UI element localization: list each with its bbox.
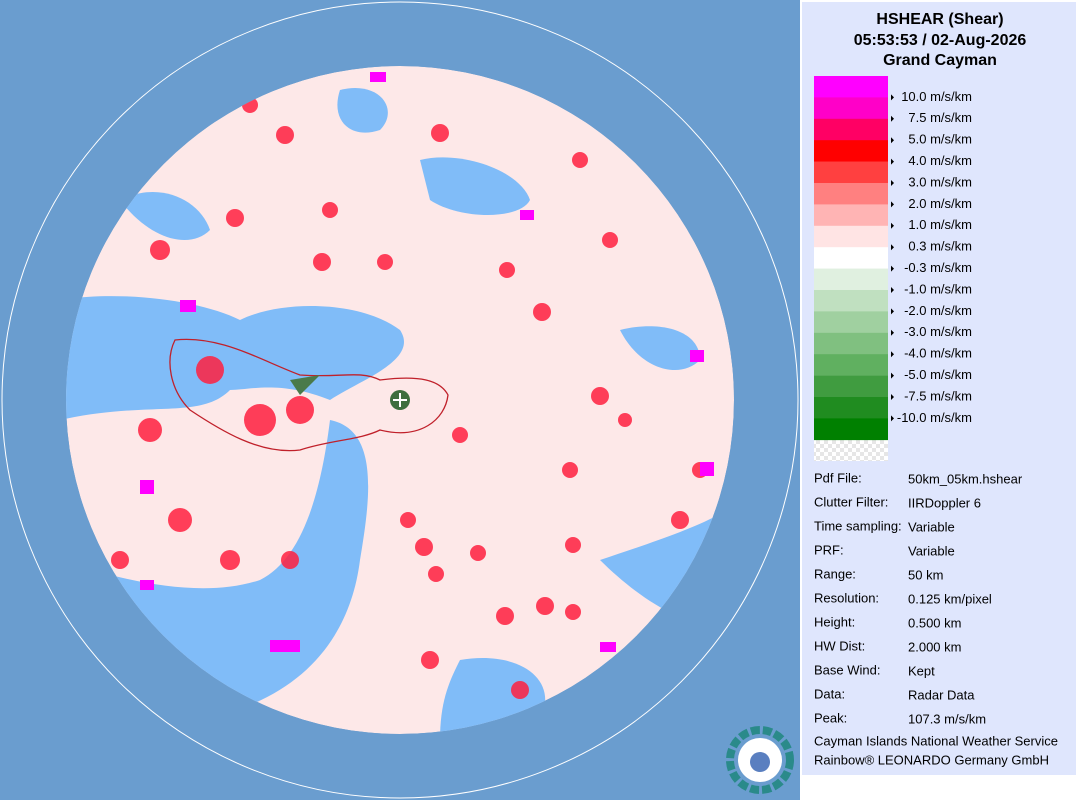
- legend-tick: [891, 351, 894, 358]
- title: HSHEAR (Shear): [876, 11, 1003, 28]
- legend-swatch: [814, 118, 888, 141]
- info-value: Radar Data: [908, 687, 975, 702]
- legend-label: 7.5 m/s/km: [908, 110, 972, 125]
- info-value: Variable: [908, 543, 955, 558]
- range-ring: [1, 1, 799, 799]
- color-legend: 10.0 m/s/km 7.5 m/s/km 5.0 m/s/km 4.0 m/s/k…: [814, 76, 972, 441]
- legend-swatch: [814, 397, 888, 419]
- info-key: Range:: [814, 566, 856, 581]
- footer: Cayman Islands National Weather Service R…: [814, 733, 1058, 767]
- info-key: Resolution:: [814, 590, 879, 605]
- legend-label: 3.0 m/s/km: [908, 174, 972, 189]
- legend-tick: [891, 329, 894, 336]
- logo: [726, 726, 794, 794]
- legend-tick: [891, 94, 894, 101]
- legend-tick: [891, 180, 894, 186]
- legend-tick: [891, 137, 894, 144]
- info-value: Variable: [908, 519, 955, 534]
- legend-swatch: [814, 332, 888, 355]
- legend-swatch: [814, 225, 888, 248]
- footer-line: Rainbow® LEONARDO Germany GmbH: [814, 752, 1049, 767]
- legend-label: -2.0 m/s/km: [904, 303, 972, 318]
- info-key: Pdf File:: [814, 470, 862, 485]
- info-key: Peak:: [814, 710, 847, 725]
- legend-label: 2.0 m/s/km: [908, 196, 972, 211]
- legend-label: 5.0 m/s/km: [908, 132, 972, 147]
- legend-swatch: [814, 161, 888, 184]
- legend-swatch: [814, 76, 888, 98]
- info-key: Base Wind:: [814, 662, 880, 677]
- legend-label: -7.5 m/s/km: [904, 388, 972, 403]
- info-key: PRF:: [814, 542, 844, 557]
- legend-label: -10.0 m/s/km: [897, 410, 972, 425]
- footer-line: Cayman Islands National Weather Service: [814, 733, 1058, 748]
- legend-tick: [891, 265, 894, 272]
- no-data-swatch: [814, 440, 888, 461]
- legend-tick: [891, 394, 894, 400]
- legend-swatch: [814, 268, 888, 291]
- legend-tick: [891, 222, 894, 229]
- info-key: Data:: [814, 686, 845, 701]
- info-value: 2.000 km: [908, 639, 961, 654]
- legend-swatch: [814, 183, 888, 205]
- legend-tick: [891, 115, 894, 122]
- legend-label: -0.3 m/s/km: [904, 260, 972, 275]
- info-value: IIRDoppler 6: [908, 495, 981, 510]
- legend-label: -4.0 m/s/km: [904, 346, 972, 361]
- legend-tick: [891, 244, 894, 251]
- info-value: 0.125 km/pixel: [908, 591, 992, 606]
- legend-label: 1.0 m/s/km: [908, 217, 972, 232]
- timestamp: 05:53:53 / 02-Aug-2026: [854, 32, 1027, 49]
- legend-tick: [891, 415, 894, 422]
- legend-swatch: [814, 204, 888, 227]
- legend-swatch: [814, 375, 888, 398]
- info-value: 0.500 km: [908, 615, 961, 630]
- legend-tick: [891, 158, 894, 165]
- legend-swatch: [814, 311, 888, 334]
- legend-tick: [891, 287, 894, 293]
- info-key: Time sampling:: [814, 518, 902, 533]
- legend-tick: [891, 372, 894, 379]
- info-table: Pdf File: 50km_05km.hshear Clutter Filter:…: [814, 470, 1023, 726]
- legend-swatch: [814, 140, 888, 162]
- info-value: 107.3 m/s/km: [908, 711, 986, 726]
- info-value: 50km_05km.hshear: [908, 471, 1023, 486]
- location: Grand Cayman: [883, 52, 997, 69]
- legend-label: -1.0 m/s/km: [904, 281, 972, 296]
- legend-swatch: [814, 290, 888, 312]
- info-key: Clutter Filter:: [814, 494, 888, 509]
- legend-swatch: [814, 247, 888, 269]
- info-value: Kept: [908, 663, 935, 678]
- legend-label: 0.3 m/s/km: [908, 239, 972, 254]
- radar-site-cross: [393, 393, 407, 407]
- legend-swatch: [814, 418, 888, 441]
- legend-label: 10.0 m/s/km: [901, 89, 972, 104]
- legend-swatch: [814, 354, 888, 376]
- legend-label: -5.0 m/s/km: [904, 367, 972, 382]
- info-key: HW Dist:: [814, 638, 865, 653]
- legend-label: -3.0 m/s/km: [904, 324, 972, 339]
- info-value: 50 km: [908, 567, 943, 582]
- legend-swatch: [814, 97, 888, 120]
- legend-label: 4.0 m/s/km: [908, 153, 972, 168]
- legend-tick: [891, 308, 894, 315]
- legend-tick: [891, 201, 894, 208]
- info-key: Height:: [814, 614, 855, 629]
